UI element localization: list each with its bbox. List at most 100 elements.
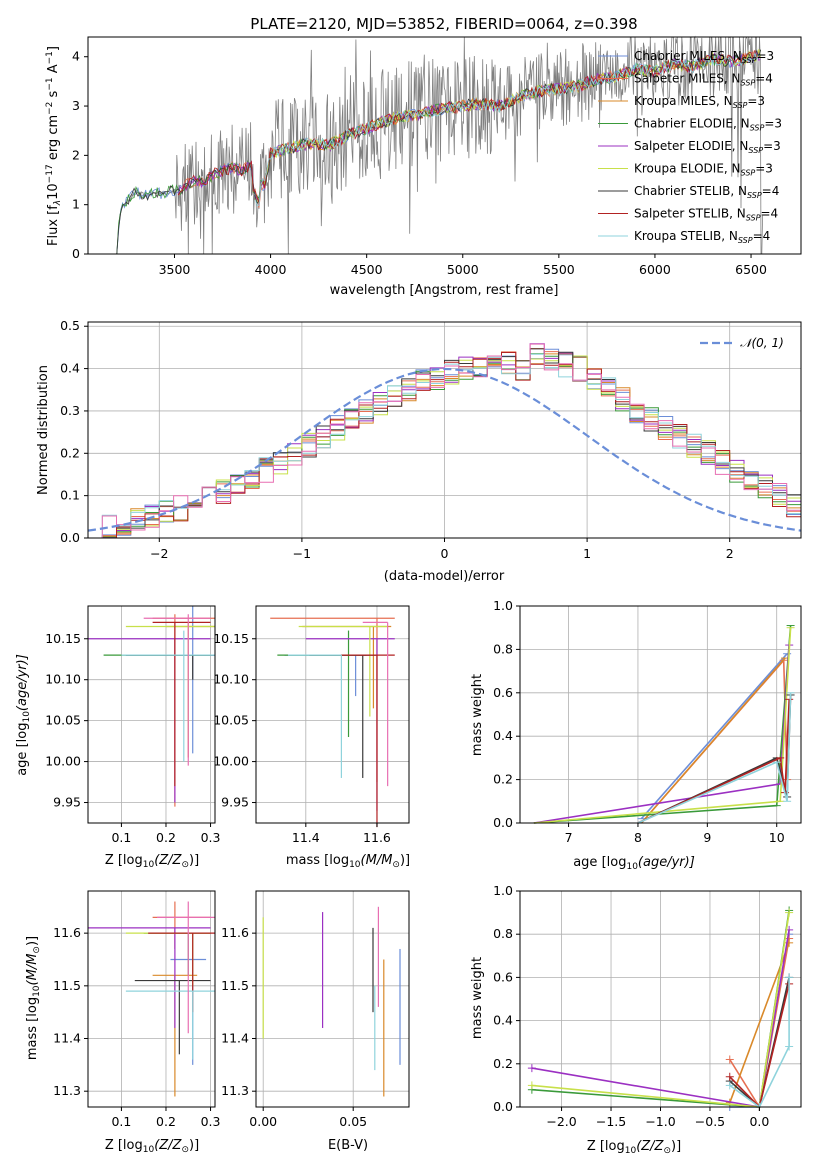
xtick-label: 11.4 [292, 830, 320, 845]
panel-frame [87, 605, 216, 824]
spectrum-ylabel: Flux [fλ10−17 erg cm−2 s−1 A−1] [45, 46, 63, 246]
age-vs-metallicity-panel: 0.1 0.2 0.3 9.95 10.00 10.05 10.10 10.15 [45, 605, 221, 845]
xtick-label: 0.05 [339, 1114, 367, 1129]
weight-age-track-chabrier-stelib [637, 694, 792, 824]
ytick-label: 10.05 [213, 713, 249, 728]
ytick-label: 11.5 [53, 978, 81, 993]
spectrum-ytick-label: 0 [72, 246, 80, 261]
legend-label-kroupa-stelib: Kroupa STELIB, NSSP=4 [634, 229, 770, 245]
xtick-label: 10 [769, 830, 785, 845]
ytick-label: 10.10 [45, 672, 81, 687]
spectrum-ytick-label: 2 [72, 147, 80, 162]
ytick-label: 0.0 [493, 815, 513, 830]
ytick-label: 9.95 [53, 795, 81, 810]
legend-label-kroupa-miles: Kroupa MILES, NSSP=3 [634, 94, 765, 110]
ageM-xlabel: mass [log10(M/M⊙)] [286, 853, 410, 870]
ytick-label: 11.3 [221, 1083, 249, 1098]
spectrum-xtick-label: 4500 [351, 262, 383, 277]
ytick-label: 0.6 [493, 969, 513, 984]
weight-age-track-kroupa-elodie [533, 627, 792, 824]
xtick-label: 0.2 [156, 830, 176, 845]
spectrum-xtick-label: 5500 [543, 262, 575, 277]
ytick-label: 0.6 [493, 685, 513, 700]
ytick-label: 1.0 [493, 598, 513, 613]
weight-age-track-salpeter-stelib [637, 699, 790, 824]
weight-age-track-kroupa-stelib [637, 692, 792, 824]
xtick-label: 0.3 [201, 830, 221, 845]
xtick-label: 8 [634, 830, 642, 845]
ytick-label: 0.8 [493, 926, 513, 941]
xtick-label: 9 [703, 830, 711, 845]
mass-vs-metallicity-panel: 0.1 0.2 0.3 11.3 11.4 11.5 11.6 [53, 890, 221, 1129]
weight-z-track-kroupa-miles [729, 942, 790, 1103]
spectrum-ytick-label: 4 [72, 49, 80, 64]
xtick-label: 0.3 [201, 1114, 221, 1129]
residual-ytick-label: 0.0 [60, 530, 80, 545]
ytick-label: 10.10 [213, 672, 249, 687]
spectrum-xtick-label: 6000 [639, 262, 671, 277]
weight-age-track-chabrier-elodie [533, 625, 792, 824]
residual-xtick-label: 1 [583, 546, 591, 561]
ebv-xlabel: E(B-V) [328, 1138, 368, 1153]
residual-histogram-pink [88, 343, 802, 539]
residual-ytick-label: 0.4 [60, 361, 80, 376]
spectrum-panel: PLATE=2120, MJD=53852, FIBERID=0064, z=0… [45, 15, 802, 298]
legend-label-salpeter-stelib: Salpeter STELIB, NSSP=4 [634, 207, 778, 223]
ytick-label: 10.05 [45, 713, 81, 728]
xtick-label: 0.00 [249, 1114, 277, 1129]
ytick-label: 11.6 [53, 925, 81, 940]
weight-z-track-kroupa-stelib [729, 977, 790, 1109]
gaussian-curve [87, 367, 802, 532]
panel-frame [519, 605, 802, 824]
spectrum-ytick-label: 3 [72, 98, 80, 113]
ytick-label: 0.4 [493, 728, 513, 743]
residual-ytick-label: 0.2 [60, 445, 80, 460]
model-spectrum-kroupa-stelib [254, 51, 761, 206]
ytick-label: 11.6 [221, 925, 249, 940]
legend-label-salpeter-miles: Salpeter MILES, NSSP=4 [634, 72, 773, 88]
xtick-label: −1.5 [596, 1114, 626, 1129]
ytick-label: 1.0 [493, 883, 513, 898]
ytick-label: 11.5 [221, 978, 249, 993]
spectrum-ytick-label: 1 [72, 197, 80, 212]
ytick-label: 11.3 [53, 1083, 81, 1098]
xtick-label: 7 [565, 830, 573, 845]
age-vs-mass-panel: 11.4 11.6 9.95 10.00 10.05 10.10 10.15 [213, 605, 410, 845]
legend-label-salpeter-elodie: Salpeter ELODIE, NSSP=3 [634, 139, 781, 155]
ytick-label: 11.4 [53, 1031, 81, 1046]
legend-label-chabrier-miles: Chabrier MILES, NSSP=3 [634, 49, 774, 65]
ytick-label: 10.00 [213, 754, 249, 769]
spectrum-xtick-label: 3500 [159, 262, 191, 277]
residual-xlabel: (data-model)/error [384, 569, 505, 584]
residual-panel: −2 −1 0 1 2 0.0 0.1 0.2 0.3 0.4 0.5 𝒩(0, 1) (data-… [36, 318, 802, 584]
residual-xtick-label: 0 [441, 546, 449, 561]
ytick-label: 0.4 [493, 1013, 513, 1028]
ytick-label: 10.15 [213, 631, 249, 646]
data-spectrum-line [116, 35, 763, 255]
spectrum-xtick-label: 6500 [735, 262, 767, 277]
spectrum-xtick-label: 5000 [447, 262, 479, 277]
weight-age-track-chabrier-miles [640, 653, 788, 820]
ytick-label: 0.2 [493, 772, 513, 787]
residual-xtick-label: −1 [293, 546, 311, 561]
wZ-xlabel: Z [log10(Z/Z⊙)] [587, 1139, 681, 1156]
ytick-label: 0.0 [493, 1099, 513, 1114]
xtick-label: 11.6 [363, 830, 391, 845]
wAge-xlabel: age [log10(age/yr)] [573, 855, 695, 872]
spectrum-xtick-label: 4000 [255, 262, 287, 277]
residual-ylabel: Normed distribution [36, 365, 51, 495]
panel-frame [255, 890, 410, 1108]
spectrum-title: PLATE=2120, MJD=53852, FIBERID=0064, z=0… [250, 15, 637, 33]
mass-vs-ebv-panel: 0.00 0.05 11.3 11.4 11.5 11.6 [221, 890, 410, 1129]
residual-ytick-label: 0.3 [60, 403, 80, 418]
residual-ytick-label: 0.5 [60, 318, 80, 333]
wZ-ylabel: mass weight [470, 957, 485, 1039]
xtick-label: −1.0 [645, 1114, 675, 1129]
age-ylabel: age [log10(age/yr)] [15, 654, 32, 776]
legend-label-kroupa-elodie: Kroupa ELODIE, NSSP=3 [634, 162, 773, 178]
xtick-label: −2.0 [546, 1114, 576, 1129]
ytick-label: 0.2 [493, 1056, 513, 1071]
ytick-label: 0.8 [493, 641, 513, 656]
residual-xtick-label: −2 [150, 546, 168, 561]
xtick-label: 0.1 [111, 1114, 131, 1129]
